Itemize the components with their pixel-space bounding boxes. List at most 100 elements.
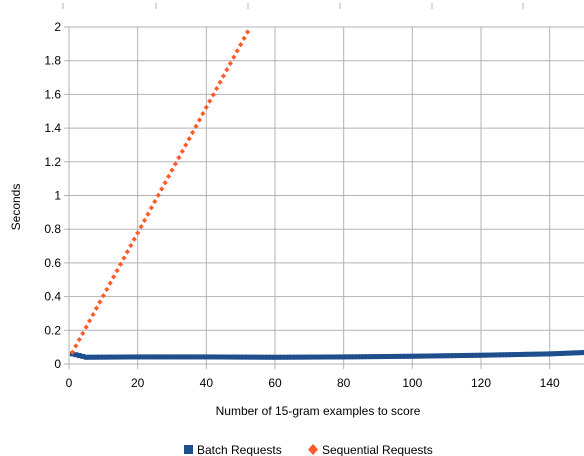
batch-point xyxy=(190,354,196,360)
sequential-point xyxy=(176,155,182,161)
batch-point xyxy=(399,353,405,359)
batch-point xyxy=(554,351,560,357)
batch-point xyxy=(361,354,367,360)
sequential-point xyxy=(169,167,175,173)
series-batch-requests xyxy=(69,350,584,360)
batch-point xyxy=(440,353,446,359)
batch-point xyxy=(574,350,580,356)
batch-point xyxy=(550,351,556,357)
batch-point xyxy=(526,351,532,357)
batch-point xyxy=(382,354,388,360)
batch-point xyxy=(354,354,360,360)
sequential-point xyxy=(227,60,233,67)
batch-point xyxy=(258,354,264,360)
y-tick-label: 0.2 xyxy=(44,323,61,337)
batch-point xyxy=(560,350,566,356)
batch-point xyxy=(114,354,120,360)
sequential-point xyxy=(104,286,110,293)
sequential-point xyxy=(214,85,220,92)
batch-point xyxy=(485,352,491,358)
batch-point xyxy=(118,354,123,360)
sequential-point xyxy=(138,224,144,230)
batch-point xyxy=(255,354,261,360)
batch-point xyxy=(571,350,577,356)
x-tick-label: 0 xyxy=(66,376,73,390)
batch-point xyxy=(248,354,254,360)
batch-point xyxy=(251,354,257,360)
batch-point xyxy=(152,354,158,360)
sequential-point xyxy=(135,230,141,236)
batch-point xyxy=(330,354,336,360)
sequential-point xyxy=(131,236,137,242)
y-tick-label: 1.6 xyxy=(44,87,61,101)
y-tick-label: 1.2 xyxy=(44,155,61,169)
batch-point xyxy=(320,354,326,360)
batch-point xyxy=(124,354,130,360)
batch-point xyxy=(221,354,226,360)
batch-point xyxy=(286,354,292,360)
batch-point xyxy=(523,351,529,357)
batch-point xyxy=(348,354,354,360)
batch-point xyxy=(155,354,161,360)
batch-point xyxy=(413,353,419,359)
batch-point xyxy=(214,354,220,360)
batch-point xyxy=(402,353,408,359)
batch-point xyxy=(427,353,432,359)
batch-point xyxy=(128,354,134,360)
batch-point xyxy=(169,354,175,360)
batch-point xyxy=(210,354,216,360)
batch-point xyxy=(488,352,494,358)
x-tick-label: 140 xyxy=(540,376,560,390)
sequential-point xyxy=(162,180,168,186)
legend-label-sequential: Sequential Requests xyxy=(322,443,433,456)
batch-point xyxy=(324,354,329,360)
batch-point xyxy=(444,353,450,359)
axes xyxy=(68,27,584,365)
x-axis-ticks: 0 20 40 60 80 100 120 140 xyxy=(66,376,560,390)
sequential-point xyxy=(97,299,103,305)
batch-point xyxy=(447,353,453,359)
batch-point xyxy=(265,354,271,360)
top-tick-marks xyxy=(62,3,524,9)
batch-point xyxy=(536,351,542,357)
batch-point xyxy=(564,350,570,356)
batch-point xyxy=(344,354,350,360)
sequential-point xyxy=(224,67,230,73)
batch-point xyxy=(454,353,460,359)
sequential-point xyxy=(165,173,172,180)
batch-point xyxy=(512,352,518,358)
sequential-point xyxy=(155,192,161,198)
batch-point xyxy=(519,351,525,357)
batch-point xyxy=(420,353,426,359)
sequential-point xyxy=(172,161,179,167)
batch-point xyxy=(224,354,230,360)
batch-point xyxy=(409,353,415,359)
batch-point xyxy=(296,354,302,360)
batch-point xyxy=(481,352,487,358)
batch-point xyxy=(186,354,192,360)
y-axis-title: Seconds xyxy=(9,184,23,231)
sequential-point xyxy=(210,92,216,98)
batch-point xyxy=(100,354,106,360)
x-tick-label: 80 xyxy=(337,376,351,390)
batch-point xyxy=(138,354,144,360)
x-tick-label: 40 xyxy=(200,376,214,390)
sequential-point xyxy=(111,274,117,280)
batch-point xyxy=(104,354,110,360)
legend: Batch Requests Sequential Requests xyxy=(184,443,433,456)
sequential-point xyxy=(159,186,165,192)
sequential-point xyxy=(241,35,247,41)
batch-point xyxy=(176,354,182,360)
legend-label-batch: Batch Requests xyxy=(197,443,282,456)
batch-point xyxy=(172,354,178,360)
sequential-point xyxy=(87,318,93,324)
batch-point xyxy=(80,353,86,359)
sequential-point xyxy=(179,148,185,154)
sequential-point xyxy=(193,123,199,129)
batch-point xyxy=(396,353,402,359)
batch-point xyxy=(282,354,288,360)
legend-swatch-batch xyxy=(184,445,193,454)
batch-point xyxy=(310,354,316,360)
batch-point xyxy=(509,352,515,358)
